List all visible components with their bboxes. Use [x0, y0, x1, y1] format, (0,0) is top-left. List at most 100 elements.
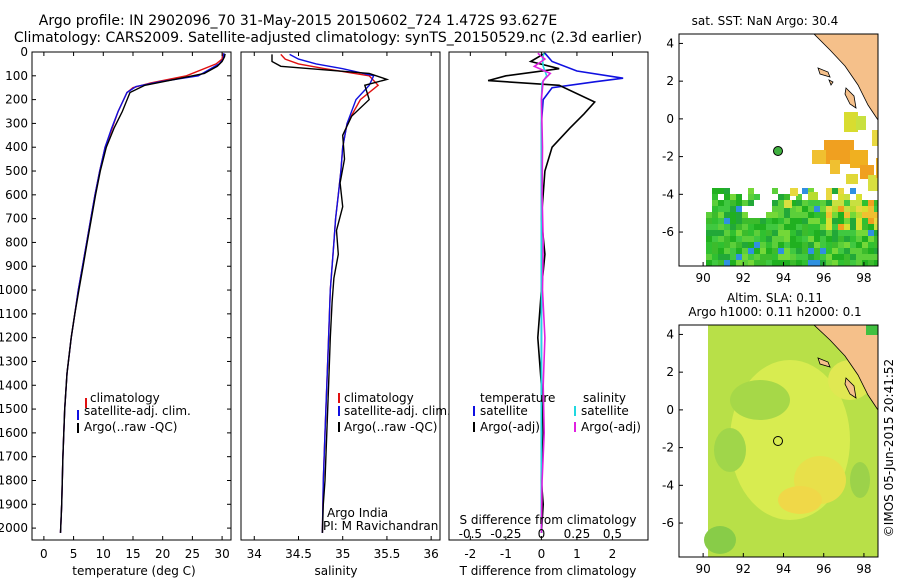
- x-top-tick-label: 0: [538, 527, 546, 541]
- sst-cell: [736, 260, 742, 266]
- sst-cell: [772, 242, 778, 248]
- sst-cell: [784, 248, 790, 254]
- legend-climatology: climatology: [90, 391, 160, 405]
- x-tick-label: 34: [247, 547, 262, 561]
- sla-sumatra-land: [813, 325, 878, 411]
- temperature-legend: climatology satellite-adj. clim. Argo(..…: [77, 391, 191, 434]
- difference-legend: temperature satellite Argo(-adj) salinit…: [473, 391, 641, 434]
- map-x-tick-label: 96: [816, 271, 831, 285]
- x-top-tick-label: -0.5: [459, 527, 482, 541]
- sst-cell: [718, 254, 724, 260]
- sst-cell: [832, 224, 838, 230]
- sst-cell: [856, 236, 862, 242]
- sst-cell: [778, 254, 784, 260]
- sst-cell: [772, 212, 778, 218]
- sst-cell: [838, 242, 844, 248]
- sst-cell: [730, 218, 736, 224]
- sst-cell: [718, 200, 724, 206]
- sst-cell: [754, 194, 760, 200]
- sst-cell: [844, 260, 850, 266]
- sst-cell: [850, 188, 856, 194]
- sst-cell: [712, 200, 718, 206]
- sst-cell: [808, 188, 814, 194]
- sst-cell: [808, 260, 814, 266]
- sst-cell: [754, 224, 760, 230]
- sst-cell: [796, 254, 802, 260]
- sst-cell: [772, 254, 778, 260]
- header-line1: Argo profile: IN 2902096_70 31-May-2015 …: [39, 13, 557, 29]
- difference-panel: -2 -1 0 1 2 -0.5 -0.25 0 0.25 0.5 temperature sa…: [448, 51, 649, 578]
- sst-cell: [802, 212, 808, 218]
- sla-map-title-1: Altim. SLA: 0.11: [727, 291, 823, 305]
- sst-cell: [874, 212, 878, 218]
- sst-cell: [814, 218, 820, 224]
- sst-cell: [844, 212, 850, 218]
- sst-cell: [760, 248, 766, 254]
- sst-cell: [796, 230, 802, 236]
- temperature-xlabel: temperature (deg C): [72, 564, 195, 578]
- sst-cell: [838, 254, 844, 260]
- sst-cell: [826, 188, 832, 194]
- sst-cell: [874, 200, 878, 206]
- depth-tick-label: 900: [5, 259, 28, 273]
- sst-cell: [790, 236, 796, 242]
- salinity-xlabel: salinity: [314, 564, 357, 578]
- sst-cell: [872, 130, 878, 146]
- sst-cell: [766, 236, 772, 242]
- sst-cell: [742, 212, 748, 218]
- sst-cell: [868, 254, 874, 260]
- legend-temperature-title: temperature: [480, 391, 555, 405]
- sst-cell: [718, 260, 724, 266]
- map-y-tick-label: -6: [662, 225, 674, 239]
- sst-cell: [838, 260, 844, 266]
- sst-cell: [772, 224, 778, 230]
- sst-cell: [868, 230, 874, 236]
- legend-argo-raw-s: Argo(..raw -QC): [344, 420, 437, 434]
- sst-cell: [838, 194, 844, 200]
- sst-cell: [832, 242, 838, 248]
- sst-cell: [790, 248, 796, 254]
- sst-cell: [832, 206, 838, 212]
- map-x-tick-label: 94: [776, 562, 791, 576]
- sst-cell: [814, 200, 820, 206]
- series-t-argo-adj-: [487, 52, 597, 533]
- sst-cell: [784, 200, 792, 208]
- sst-cell: [718, 218, 724, 224]
- sst-cell: [868, 242, 874, 248]
- map-y-tick-label: 2: [666, 74, 674, 88]
- sst-cell: [718, 230, 724, 236]
- sst-cell: [826, 248, 832, 254]
- sst-cell: [850, 248, 856, 254]
- difference-plot-frame: [448, 51, 649, 541]
- sst-cell: [772, 260, 778, 266]
- sst-cell: [808, 192, 818, 200]
- depth-tick-label: 700: [5, 212, 28, 226]
- x-tick-label: 36: [424, 547, 439, 561]
- sst-cell: [718, 242, 724, 248]
- map-y-tick-label: 2: [666, 365, 674, 379]
- x-tick-label: -1: [500, 547, 512, 561]
- sst-cell: [856, 230, 862, 236]
- sst-cell: [808, 248, 814, 254]
- sst-cell: [784, 236, 790, 242]
- sst-cell: [862, 260, 868, 266]
- sst-cell: [718, 248, 724, 254]
- sst-cell: [802, 236, 808, 242]
- sst-cell: [790, 218, 796, 224]
- footer-credit: ©IMOS 05-Jun-2015 20:41:52: [882, 359, 896, 537]
- sst-cell: [754, 236, 760, 242]
- sst-cell: [820, 206, 826, 212]
- sst-cell: [712, 224, 718, 230]
- sst-cell: [874, 206, 878, 212]
- sst-cell: [730, 260, 736, 266]
- x-tick-label: 5: [70, 547, 78, 561]
- sst-cell: [724, 206, 730, 212]
- sst-cell: [838, 236, 844, 242]
- sst-cell: [814, 254, 820, 260]
- depth-tick-label: 1900: [0, 497, 28, 511]
- sst-cell: [796, 218, 802, 224]
- sst-cell: [826, 218, 832, 224]
- sla-map-frame: [678, 324, 879, 558]
- sst-cell: [730, 248, 736, 254]
- sst-cell: [868, 175, 878, 191]
